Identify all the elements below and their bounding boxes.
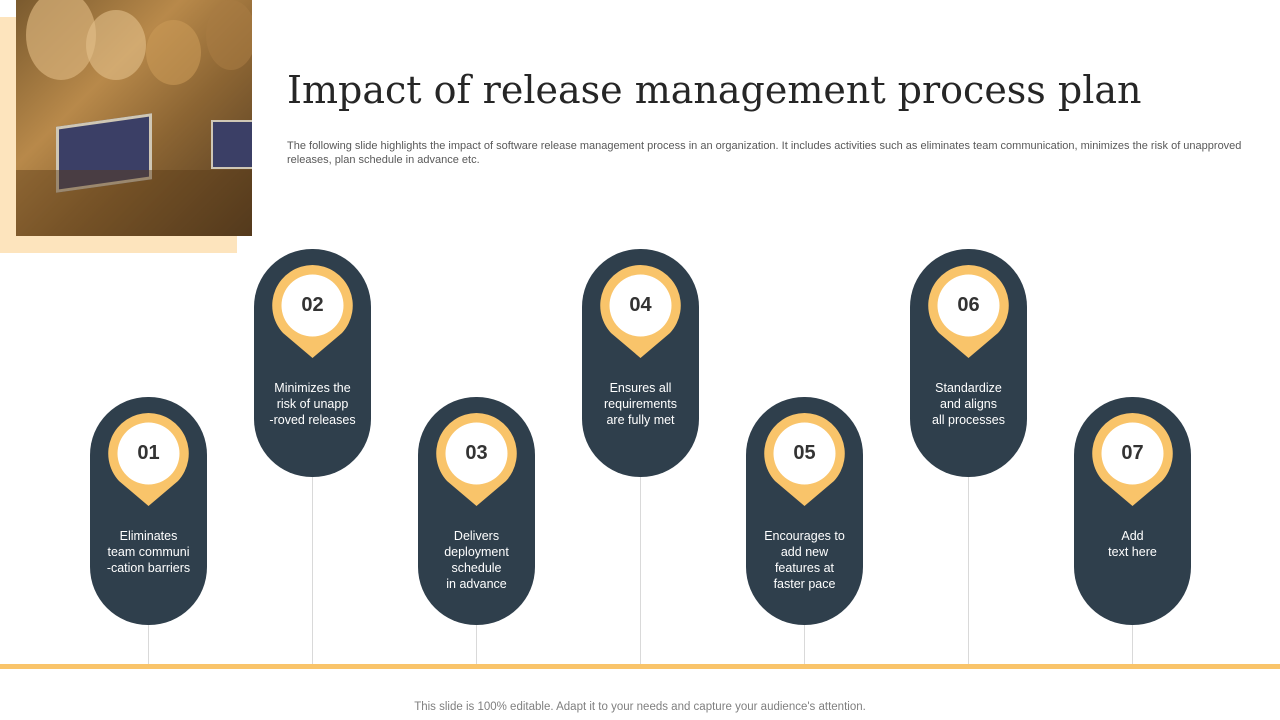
step-06-card: 06 Standardize and aligns all processes	[910, 249, 1027, 477]
step-02-card: 02 Minimizes the risk of unapp -roved re…	[254, 249, 371, 477]
step-06-text: Standardize and aligns all processes	[932, 381, 1005, 427]
location-pin-icon	[436, 413, 517, 506]
step-01-number: 01	[137, 442, 160, 464]
step-03-text: Delivers deployment schedule in advance	[444, 529, 509, 591]
step-01-card: 01 Eliminates team communi -cation barri…	[90, 397, 207, 625]
step-01-text: Eliminates team communi -cation barriers	[106, 529, 191, 575]
location-pin-icon	[108, 413, 189, 506]
step-04-text: Ensures all requirements are fully met	[604, 381, 677, 427]
team-meeting-photo	[16, 0, 252, 236]
location-pin-icon	[1092, 413, 1173, 506]
step-03-card: 03 Delivers deployment schedule in advan…	[418, 397, 535, 625]
step-04-badge: 04	[600, 265, 681, 358]
step-07-number: 07	[1121, 442, 1144, 464]
step-07-card: 07 Add text here	[1074, 397, 1191, 625]
footer-note: This slide is 100% editable. Adapt it to…	[414, 701, 866, 713]
location-pin-icon	[928, 265, 1009, 358]
step-03-number: 03	[465, 442, 488, 464]
step-07-stem	[1132, 624, 1133, 666]
step-05-badge: 05	[764, 413, 845, 506]
page-title: Impact of release management process pla…	[287, 68, 1142, 112]
step-07-badge: 07	[1092, 413, 1173, 506]
step-07-text: Add text here	[1108, 529, 1157, 559]
step-06-number: 06	[957, 294, 980, 316]
step-06-badge: 06	[928, 265, 1009, 358]
step-03-stem	[476, 624, 477, 666]
step-06-stem	[968, 476, 969, 666]
step-02-badge: 02	[272, 265, 353, 358]
step-04-stem	[640, 476, 641, 666]
step-05-card: 05 Encourages to add new features at fas…	[746, 397, 863, 625]
timeline-baseline	[0, 664, 1280, 669]
step-02-stem	[312, 476, 313, 666]
step-01-badge: 01	[108, 413, 189, 506]
page-subtitle: The following slide highlights the impac…	[287, 140, 1242, 166]
step-01-stem	[148, 624, 149, 666]
step-02-number: 02	[301, 294, 324, 316]
location-pin-icon	[272, 265, 353, 358]
location-pin-icon	[764, 413, 845, 506]
step-04-number: 04	[629, 294, 652, 316]
location-pin-icon	[600, 265, 681, 358]
step-04-card: 04 Ensures all requirements are fully me…	[582, 249, 699, 477]
step-05-stem	[804, 624, 805, 666]
header-photo-block	[0, 0, 252, 253]
step-05-text: Encourages to add new features at faster…	[764, 529, 845, 591]
step-02-text: Minimizes the risk of unapp -roved relea…	[269, 381, 356, 427]
step-05-number: 05	[793, 442, 816, 464]
step-03-badge: 03	[436, 413, 517, 506]
